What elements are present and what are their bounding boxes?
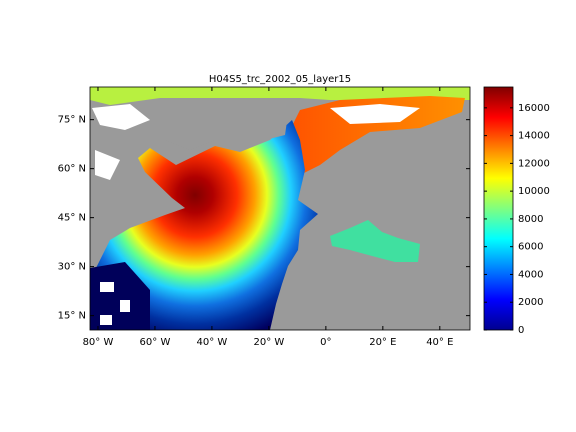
y-tick-label: 15° N [58,311,86,322]
ticks: 80° W 60° W 40° W 20° W 0° 20° E 40° E 15° N 30°… [58,87,550,348]
colorbar-tick-label: 2000 [518,297,543,308]
ice-mask [330,104,420,124]
colorbar-tick-label: 0 [518,325,524,336]
y-tick-label: 30° N [58,262,86,273]
x-tick-label: 40° W [197,337,228,348]
x-tick-label: 40° E [426,337,453,348]
greenland [160,100,290,150]
colorbar-tick-label: 6000 [518,242,543,253]
y-tick-label: 45° N [58,213,86,224]
x-tick-label: 0° [320,337,331,348]
x-tick-label: 20° W [253,337,284,348]
colorbar-tick-label: 4000 [518,269,543,280]
colorbar-tick-label: 10000 [518,186,550,197]
colorbar-tick-label: 8000 [518,214,543,225]
x-tick-label: 60° W [140,337,171,348]
arctic-field [90,87,470,105]
colorbar-tick-label: 12000 [518,158,550,169]
colorbar-tick-label: 16000 [518,103,550,114]
x-tick-label: 80° W [83,337,114,348]
nordic-field [280,96,465,175]
mask-cells [100,282,130,325]
arctic-mask [92,104,150,180]
y-tick-label: 60° N [58,164,86,175]
axes-box [89,86,471,331]
x-tick-label: 20° E [369,337,396,348]
mediterranean-field [330,220,420,262]
y-tick-label: 75° N [58,115,86,126]
map [90,87,470,330]
colorbar-tick-label: 14000 [518,131,550,142]
caribbean-field [90,262,150,330]
chart-title: H04S5_trc_2002_05_layer15 [209,74,351,85]
atlantic-field [95,120,318,330]
colorbar [483,86,514,331]
